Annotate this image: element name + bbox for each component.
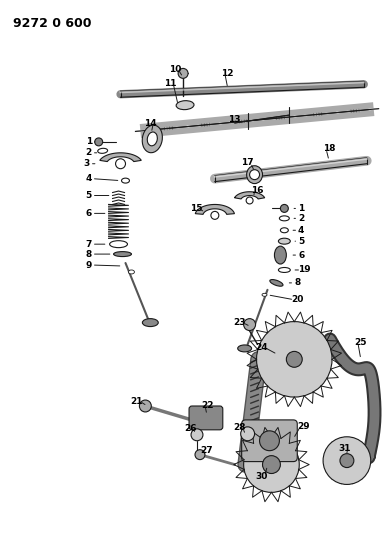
Polygon shape <box>100 153 141 161</box>
Text: 15: 15 <box>190 204 202 213</box>
Text: 5: 5 <box>298 237 304 246</box>
Circle shape <box>241 427 255 441</box>
Text: 1: 1 <box>86 138 92 147</box>
Text: 17: 17 <box>241 158 254 167</box>
Text: 28: 28 <box>234 423 246 432</box>
Text: 9272 0 600: 9272 0 600 <box>13 17 92 30</box>
Text: 26: 26 <box>184 424 196 433</box>
Circle shape <box>250 169 259 180</box>
Polygon shape <box>234 192 265 199</box>
Circle shape <box>259 431 279 451</box>
Circle shape <box>323 437 371 484</box>
Ellipse shape <box>280 228 288 233</box>
Text: 2: 2 <box>86 148 92 157</box>
Circle shape <box>246 197 253 204</box>
Text: 5: 5 <box>86 191 92 200</box>
Ellipse shape <box>238 345 252 352</box>
Ellipse shape <box>147 132 157 146</box>
Text: 21: 21 <box>130 397 143 406</box>
Circle shape <box>191 429 203 441</box>
Circle shape <box>244 437 299 492</box>
Text: 22: 22 <box>202 400 214 409</box>
Ellipse shape <box>110 241 128 248</box>
Circle shape <box>244 319 255 330</box>
Ellipse shape <box>275 246 286 264</box>
Text: 29: 29 <box>297 422 310 431</box>
Ellipse shape <box>122 178 129 183</box>
Text: 7: 7 <box>85 240 92 249</box>
Circle shape <box>340 454 354 467</box>
FancyBboxPatch shape <box>242 420 297 462</box>
Ellipse shape <box>262 293 267 296</box>
Circle shape <box>95 138 103 146</box>
Text: 4: 4 <box>85 174 92 183</box>
FancyBboxPatch shape <box>189 406 223 430</box>
Text: 23: 23 <box>234 318 246 327</box>
Text: 19: 19 <box>298 265 310 274</box>
Polygon shape <box>135 109 379 132</box>
Ellipse shape <box>128 270 135 274</box>
Circle shape <box>115 159 126 169</box>
Text: 16: 16 <box>251 186 264 195</box>
Text: 30: 30 <box>255 472 268 481</box>
Circle shape <box>257 321 332 397</box>
Text: 8: 8 <box>294 278 300 287</box>
Text: 27: 27 <box>200 446 213 455</box>
Text: 10: 10 <box>169 65 181 74</box>
Ellipse shape <box>98 148 108 154</box>
Ellipse shape <box>278 238 290 244</box>
Circle shape <box>211 212 219 220</box>
Ellipse shape <box>270 279 283 286</box>
Ellipse shape <box>279 216 289 221</box>
Circle shape <box>262 456 280 473</box>
Circle shape <box>139 400 151 412</box>
Text: 1: 1 <box>298 204 304 213</box>
Ellipse shape <box>142 319 158 327</box>
Text: 24: 24 <box>255 343 268 352</box>
Ellipse shape <box>176 101 194 110</box>
Ellipse shape <box>246 166 262 183</box>
Circle shape <box>178 68 188 78</box>
Text: 6: 6 <box>298 251 304 260</box>
Text: 6: 6 <box>86 209 92 218</box>
Text: 13: 13 <box>229 115 241 124</box>
Text: 8: 8 <box>86 249 92 259</box>
Circle shape <box>195 450 205 459</box>
Text: 31: 31 <box>339 444 351 453</box>
Text: 14: 14 <box>144 118 157 127</box>
Text: 9: 9 <box>85 261 92 270</box>
Text: 11: 11 <box>164 79 176 88</box>
Ellipse shape <box>278 268 290 272</box>
Text: 25: 25 <box>355 338 367 347</box>
Text: 18: 18 <box>323 144 335 154</box>
Ellipse shape <box>142 125 162 153</box>
Ellipse shape <box>113 252 131 256</box>
Circle shape <box>280 205 288 212</box>
Circle shape <box>286 351 302 367</box>
Text: 20: 20 <box>291 295 303 304</box>
Text: 12: 12 <box>222 69 234 78</box>
Text: 3: 3 <box>83 159 90 168</box>
Text: 4: 4 <box>298 226 305 235</box>
Text: 2: 2 <box>298 214 304 223</box>
Polygon shape <box>195 205 234 214</box>
